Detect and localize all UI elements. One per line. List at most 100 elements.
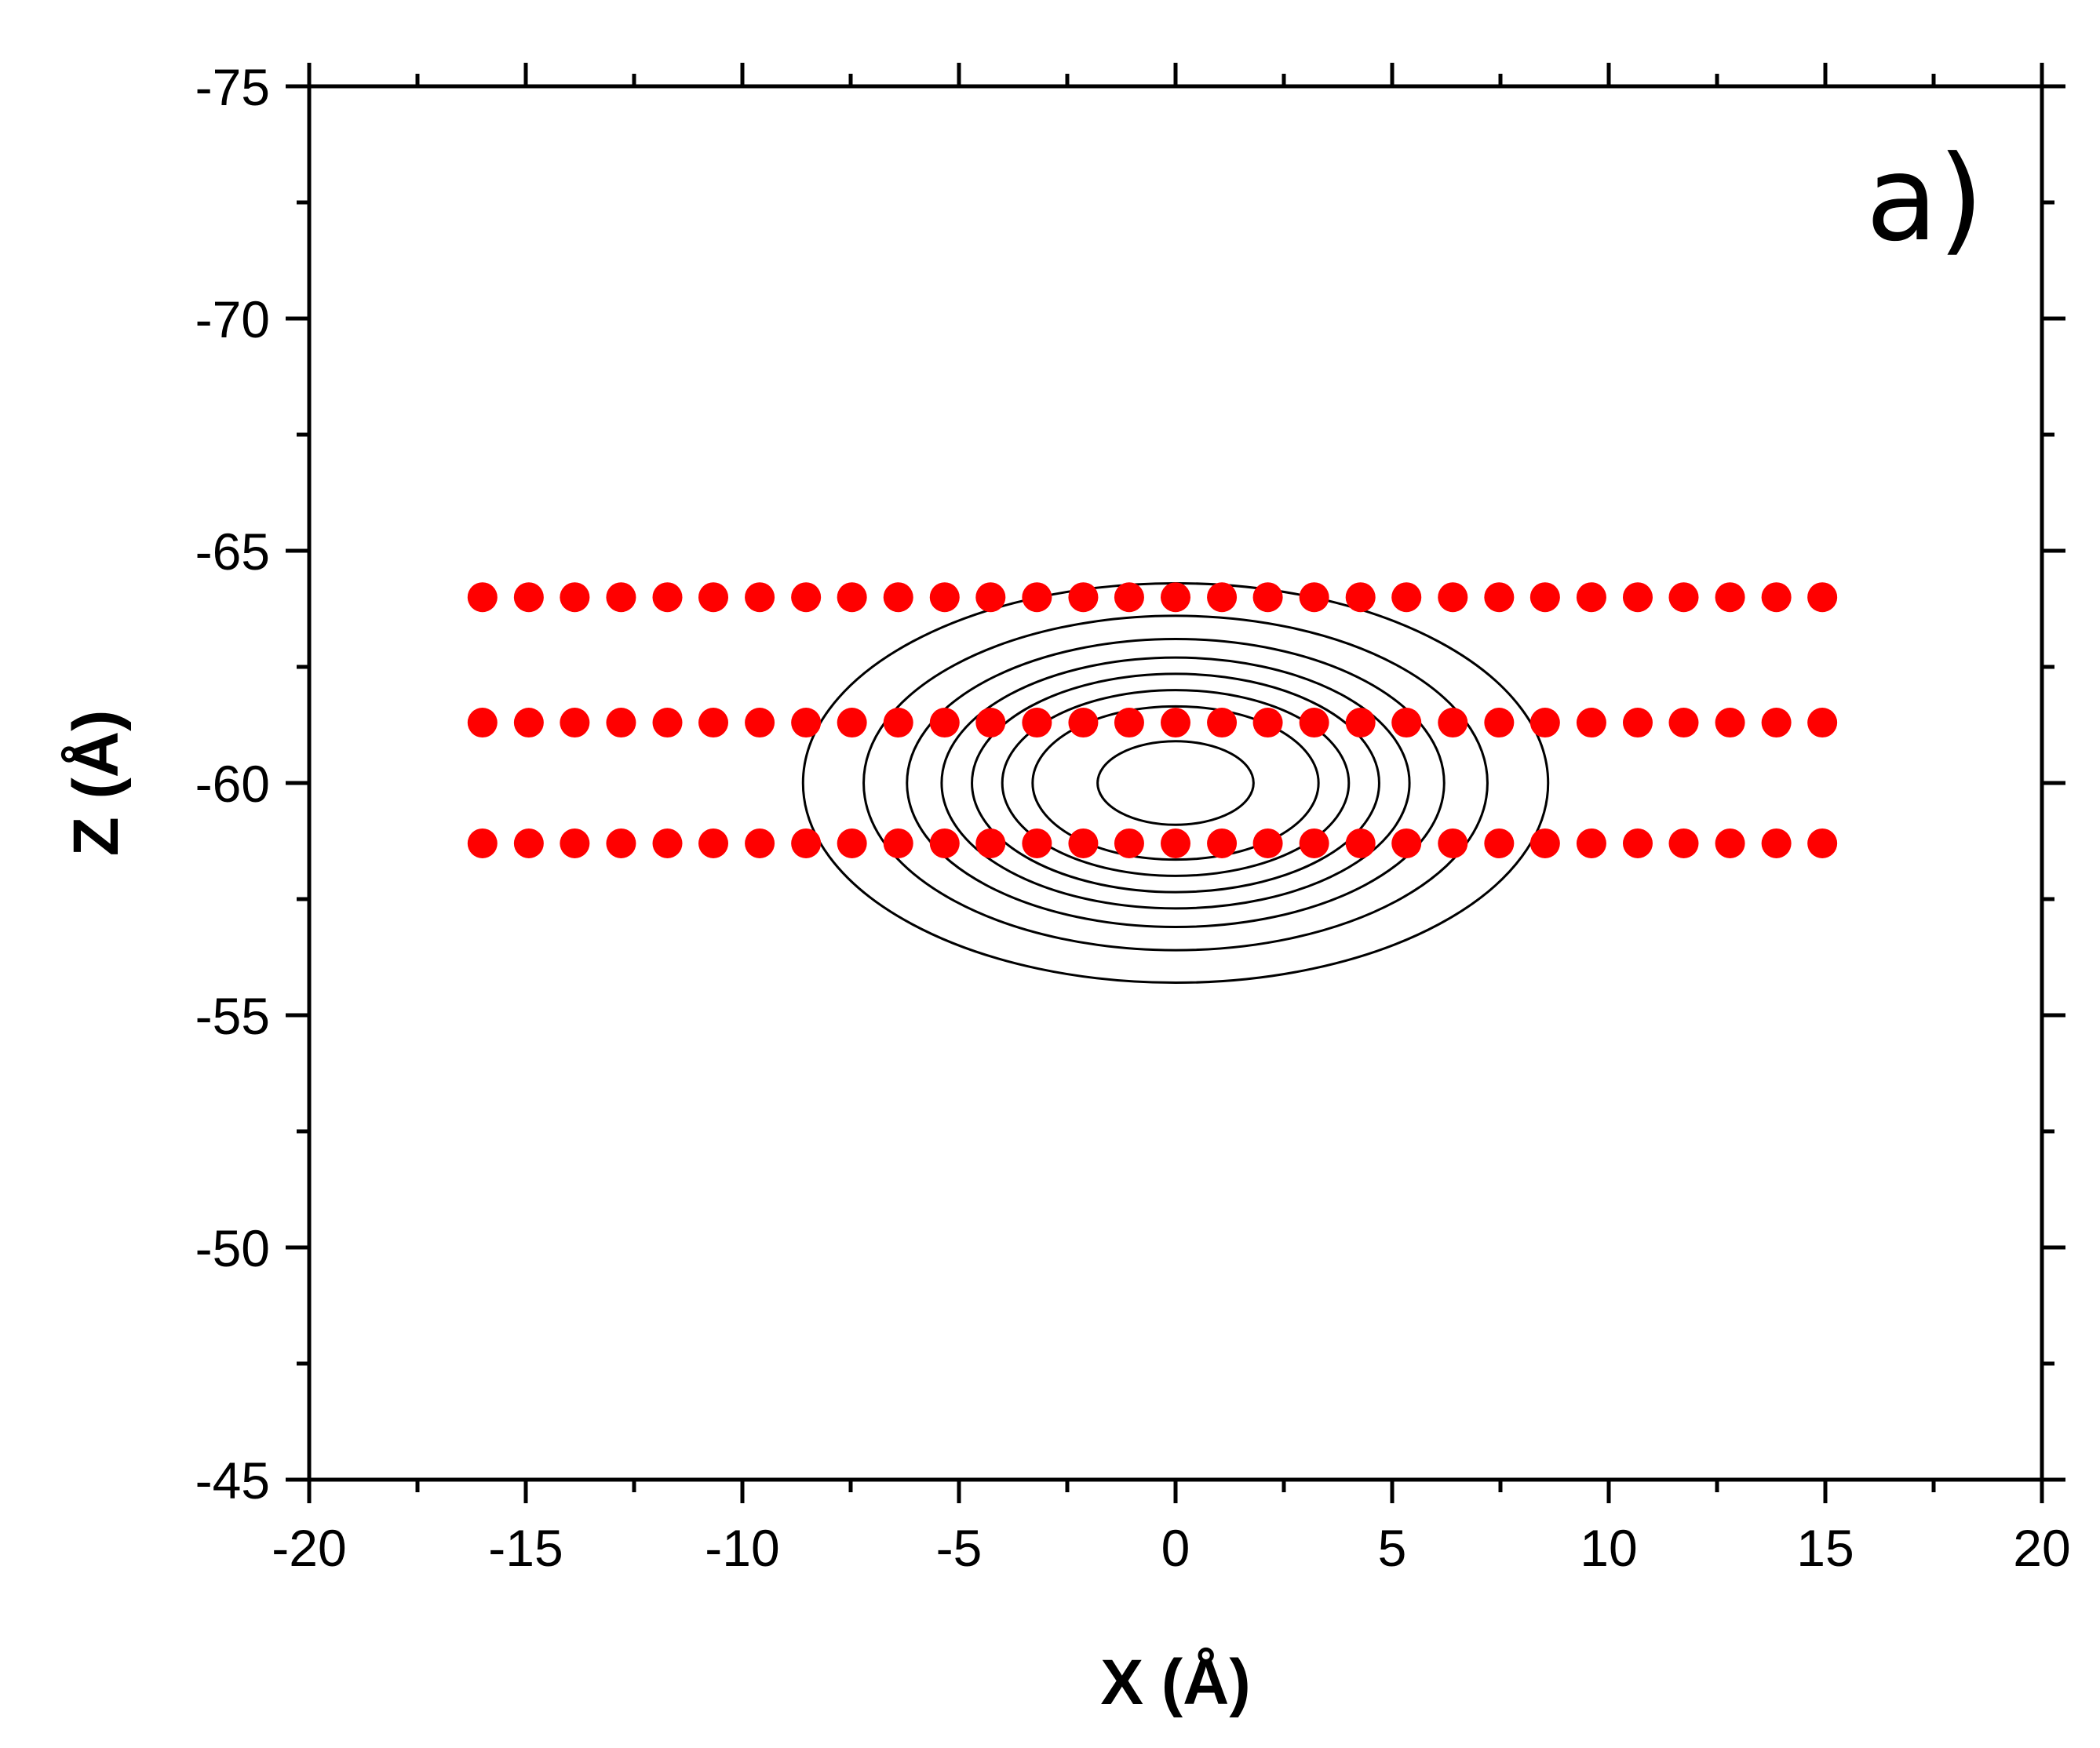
data-point [975, 582, 1006, 613]
data-point [1529, 582, 1560, 613]
data-point [1068, 708, 1099, 738]
data-point [1484, 708, 1515, 738]
data-point [652, 708, 683, 738]
data-point [1622, 708, 1653, 738]
contour-line [1031, 705, 1320, 861]
data-point [883, 708, 913, 738]
contour-line [862, 614, 1489, 952]
data-point [1622, 828, 1653, 858]
data-point [1022, 708, 1052, 738]
data-point [1252, 708, 1283, 738]
plot-frame [307, 84, 2044, 1482]
data-point [606, 828, 636, 858]
ticks: -20 -15 -10 -5 0 5 10 15 20-75-70-65-60-55-50-45 [195, 58, 2071, 1577]
data-point [1529, 828, 1560, 858]
data-point [560, 828, 590, 858]
data-point [1068, 582, 1099, 613]
y-tick-label: -60 [195, 755, 270, 813]
data-point [652, 828, 683, 858]
x-tick-label: -20 [272, 1519, 346, 1577]
data-point [513, 828, 544, 858]
data-point [1761, 708, 1792, 738]
data-point [883, 582, 913, 613]
data-point [560, 582, 590, 613]
axes [307, 84, 2044, 1482]
data-point [745, 828, 775, 858]
data-point [698, 708, 729, 738]
data-point [513, 708, 544, 738]
data-point [1484, 828, 1515, 858]
contour-line [906, 637, 1446, 929]
data-point [1114, 708, 1144, 738]
contour-line [971, 672, 1380, 894]
data-point [652, 582, 683, 613]
data-point [1529, 708, 1560, 738]
data-point [791, 582, 822, 613]
data-point [1391, 828, 1422, 858]
data-point [1299, 828, 1329, 858]
x-tick-label: -10 [705, 1519, 779, 1577]
data-point [1438, 828, 1468, 858]
x-axis-title: X (Å) [1100, 1647, 1250, 1718]
data-point [1391, 582, 1422, 613]
contour-line [1096, 740, 1255, 826]
data-point [467, 708, 498, 738]
data-point [1252, 582, 1283, 613]
data-point [837, 708, 867, 738]
data-point [1299, 708, 1329, 738]
x-tick-label: -5 [936, 1519, 983, 1577]
data-point [1299, 582, 1329, 613]
x-tick-label: 15 [1796, 1519, 1854, 1577]
x-tick-label: 10 [1580, 1519, 1637, 1577]
data-point [929, 708, 960, 738]
y-tick-label: -65 [195, 523, 270, 581]
data-point [745, 582, 775, 613]
data-point [1022, 582, 1052, 613]
contour-line [1001, 689, 1351, 877]
data-point [1161, 828, 1190, 858]
data-point [1807, 582, 1838, 613]
data-point [1438, 708, 1468, 738]
data-point [560, 708, 590, 738]
y-tick-label: -75 [195, 58, 270, 116]
data-point [1161, 708, 1190, 738]
data-point [929, 828, 960, 858]
data-point [837, 582, 867, 613]
x-tick-label: 20 [2013, 1519, 2070, 1577]
data-point [883, 828, 913, 858]
data-point [1761, 582, 1792, 613]
y-tick-label: -50 [195, 1219, 270, 1277]
data-point [1715, 828, 1745, 858]
data-point [1345, 708, 1376, 738]
y-tick-label: -45 [195, 1451, 270, 1509]
data-point [1161, 582, 1190, 613]
data-point [1207, 828, 1238, 858]
data-point [975, 708, 1006, 738]
data-point [1576, 582, 1606, 613]
x-tick-label: 0 [1161, 1519, 1190, 1577]
data-point [1668, 708, 1699, 738]
x-tick-label: 5 [1378, 1519, 1407, 1577]
data-point [1807, 828, 1838, 858]
data-point [1484, 582, 1515, 613]
contour-line [940, 656, 1411, 910]
panel-label: a) [1866, 131, 1984, 268]
data-point [513, 582, 544, 613]
data-point [1715, 708, 1745, 738]
y-axis-title: Z (Å) [60, 710, 132, 857]
data-point [606, 582, 636, 613]
y-tick-label: -55 [195, 987, 270, 1045]
data-point [467, 828, 498, 858]
data-point [1576, 708, 1606, 738]
data-point [837, 828, 867, 858]
data-point [1391, 708, 1422, 738]
data-point [1668, 582, 1699, 613]
data-point [929, 582, 960, 613]
data-point [975, 828, 1006, 858]
data-point [467, 582, 498, 613]
data-point [791, 828, 822, 858]
data-point [1622, 582, 1653, 613]
data-point [1345, 582, 1376, 613]
contour-line [801, 581, 1550, 985]
